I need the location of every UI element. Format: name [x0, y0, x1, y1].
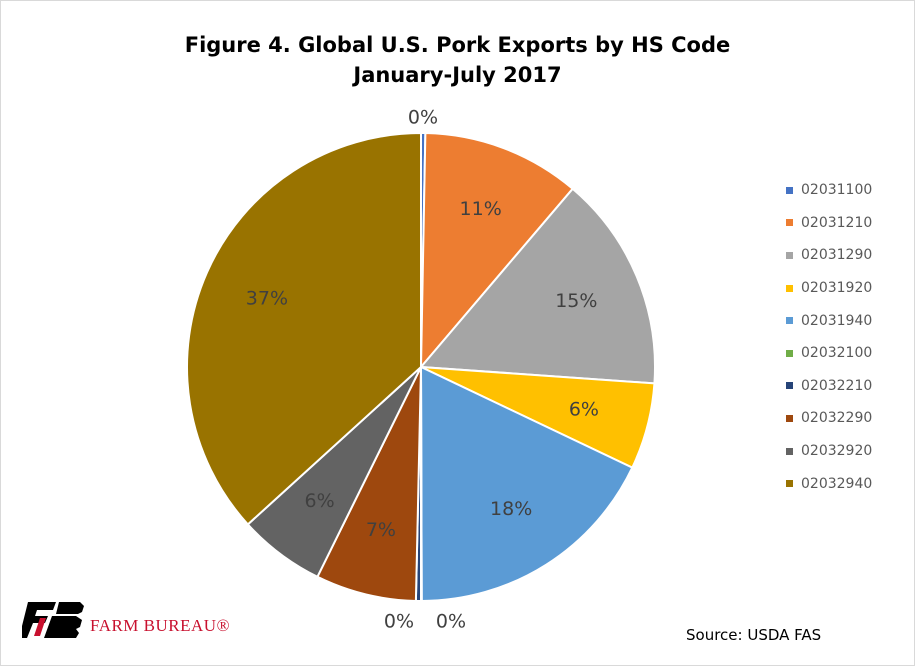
slice-label-02032920: 6% — [305, 490, 335, 512]
legend-swatch — [786, 317, 793, 325]
source-note: Source: USDA FAS — [686, 626, 822, 644]
slice-label-02031100: 0% — [408, 107, 438, 129]
legend: 02031100 02031210 02031290 02031920 02031940… — [786, 174, 872, 500]
slice-label-02032210: 0% — [436, 611, 466, 633]
chart-title: Figure 4. Global U.S. Pork Exports by HS… — [184, 33, 731, 57]
legend-item-02031290: 02031290 — [786, 239, 872, 272]
legend-label: 02032940 — [801, 475, 873, 492]
chart-title-block: Figure 4. Global U.S. Pork Exports by HS… — [0, 30, 915, 90]
legend-label: 02032100 — [801, 345, 873, 362]
pie-slices — [186, 131, 656, 603]
slice-label-02032100: 0% — [384, 611, 414, 633]
slice-label-02031210: 11% — [460, 198, 502, 220]
legend-item-02031920: 02031920 — [786, 272, 872, 305]
legend-swatch — [786, 284, 793, 292]
legend-item-02031210: 02031210 — [786, 207, 872, 240]
legend-item-02032290: 02032290 — [786, 402, 872, 435]
pie-slice-02031940 — [419, 365, 634, 603]
legend-item-02032210: 02032210 — [786, 370, 872, 403]
legend-swatch — [786, 349, 793, 357]
pie-slice-02031210 — [419, 132, 575, 370]
legend-item-02032100: 02032100 — [786, 337, 872, 370]
legend-label: 02031940 — [801, 312, 873, 329]
pie-slice-02031290 — [418, 187, 656, 385]
legend-item-02031100: 02031100 — [786, 174, 872, 207]
legend-label: 02031920 — [801, 280, 873, 297]
chart-subtitle: January-July 2017 — [353, 63, 562, 87]
farm-bureau-logo: FARM BUREAU® — [22, 600, 230, 640]
legend-swatch — [786, 480, 793, 488]
farm-bureau-logo-icon — [22, 602, 84, 638]
legend-label: 02032210 — [801, 377, 873, 394]
legend-swatch — [786, 251, 793, 259]
legend-swatch — [786, 186, 793, 194]
slice-label-02031290: 15% — [555, 290, 597, 312]
legend-swatch — [786, 219, 793, 227]
legend-label: 02032290 — [801, 410, 873, 427]
legend-label: 02031100 — [801, 182, 873, 199]
slice-label-02032290: 7% — [366, 519, 396, 541]
pie-slice-02032940 — [186, 131, 422, 526]
slice-label-02032940: 37% — [246, 287, 288, 309]
legend-item-02031940: 02031940 — [786, 304, 872, 337]
legend-item-02032940: 02032940 — [786, 467, 872, 500]
legend-label: 02031290 — [801, 247, 873, 264]
legend-swatch — [786, 447, 793, 455]
legend-swatch — [786, 382, 793, 390]
legend-label: 02031210 — [801, 214, 873, 231]
slice-label-02031940: 18% — [490, 498, 532, 520]
pie-slice-02032290 — [316, 366, 422, 602]
legend-item-02032920: 02032920 — [786, 435, 872, 468]
legend-label: 02032920 — [801, 443, 873, 460]
legend-swatch — [786, 414, 793, 422]
slice-labels: 0% 11% 15% 6% 18% 0% 0% 7% 6% 37% — [246, 107, 599, 633]
logo-text: FARM BUREAU® — [90, 616, 230, 635]
slice-label-02031920: 6% — [569, 398, 599, 420]
